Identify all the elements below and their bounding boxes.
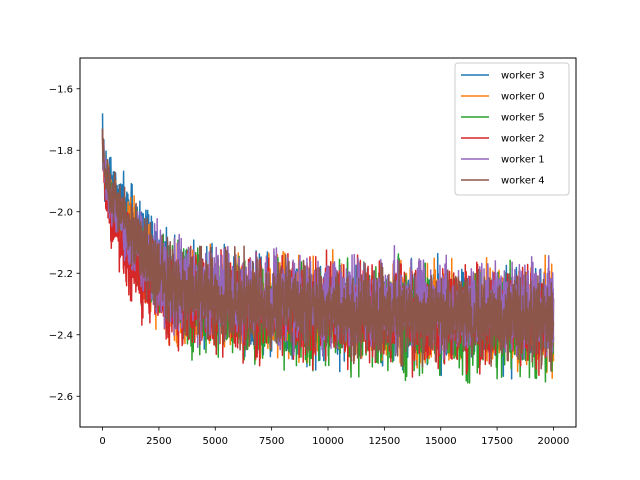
- y-tick-label: −1.8: [49, 146, 73, 157]
- x-tick-label: 15000: [425, 436, 457, 447]
- x-tick-label: 17500: [481, 436, 513, 447]
- x-tick-label: 12500: [368, 436, 400, 447]
- legend: worker 3 worker 0 worker 5 worker 2 worker 1…: [454, 62, 570, 196]
- legend-label: worker 2: [501, 134, 545, 145]
- legend-label: worker 1: [501, 155, 545, 166]
- y-tick-label: −2.2: [49, 269, 73, 280]
- x-tick-label: 10000: [312, 436, 344, 447]
- x-tick-label: 7500: [259, 436, 284, 447]
- x-axis: 0 2500 5000 7500 10000 12500 15000 17500 20000: [99, 427, 569, 447]
- series-layer: [101, 113, 555, 384]
- y-tick-label: −2.6: [49, 392, 73, 403]
- x-tick-label: 5000: [203, 436, 228, 447]
- legend-label: worker 0: [501, 92, 545, 103]
- series-line-worker-4: [101, 128, 555, 372]
- x-tick-label: 20000: [538, 436, 570, 447]
- legend-label: worker 5: [501, 113, 545, 124]
- legend-label: worker 3: [501, 71, 545, 82]
- x-tick-label: 2500: [146, 436, 171, 447]
- legend-label: worker 4: [501, 176, 545, 187]
- y-tick-label: −1.6: [49, 84, 73, 95]
- x-tick-label: 0: [99, 436, 105, 447]
- y-axis: −1.6 −1.8 −2.0 −2.2 −2.4 −2.6: [49, 84, 80, 403]
- y-tick-label: −2.4: [49, 330, 73, 341]
- y-tick-label: −2.0: [49, 207, 73, 218]
